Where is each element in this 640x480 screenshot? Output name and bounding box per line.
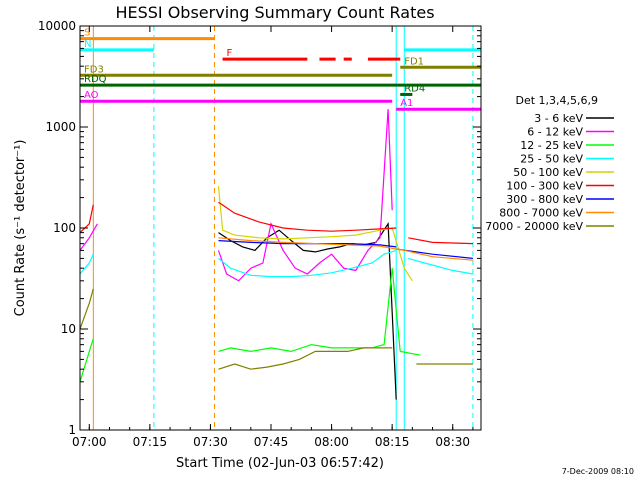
flag-label-fd1: FD1 — [404, 56, 424, 67]
legend-label-6-12-kev: 6 - 12 keV — [527, 126, 583, 139]
series-line-800-7000-kev — [218, 237, 473, 261]
series-lines — [79, 109, 474, 400]
legend-label-50-100-kev: 50 - 100 keV — [513, 166, 583, 179]
x-tick-label: 08:30 — [435, 435, 470, 449]
series-line-100-300-kev — [218, 201, 397, 232]
legend-label-12-25-kev: 12 - 25 keV — [520, 139, 583, 152]
series-line-3-6-kev — [218, 221, 397, 400]
series-line-50-100-kev — [217, 186, 413, 282]
legend-label-25-50-kev: 25 - 50 keV — [520, 153, 583, 166]
series-line-12-25-kev — [218, 268, 401, 353]
y-tick-label: 1000 — [45, 120, 76, 134]
y-tick-label: 10000 — [38, 19, 76, 33]
series-line-7000-20000-kev — [218, 347, 393, 370]
x-tick-label: 08:00 — [314, 435, 349, 449]
legend-label-300-800-kev: 300 - 800 keV — [506, 193, 583, 206]
series-line-6-12-kev — [79, 223, 98, 251]
x-axis-label: Start Time (02-Jun-03 06:57:42) — [176, 456, 384, 471]
series-line-25-50-kev — [218, 249, 397, 278]
series-line-25-50-kev — [79, 253, 94, 275]
series-line-100-300-kev — [79, 204, 94, 234]
x-tick-label: 08:15 — [375, 435, 410, 449]
y-tick-label: 1 — [68, 423, 76, 437]
chart-title: HESSI Observing Summary Count Rates — [115, 3, 434, 22]
flag-label-a1: A1 — [400, 98, 413, 109]
legend-label-100-300-kev: 100 - 300 keV — [506, 180, 583, 193]
flag-label-rdq: RDQ — [84, 74, 107, 85]
x-axis-ticks: 07:00 07:15 07:30 07:45 08:00 08:15 08:30 — [72, 26, 474, 449]
flag-label-n: N — [84, 39, 91, 50]
legend-label-800-7000-kev: 800 - 7000 keV — [499, 207, 583, 220]
flag-label-ao: AO — [84, 90, 99, 101]
flag-label-s: S — [84, 28, 90, 39]
flag-label-rd4: RD4 — [404, 83, 425, 94]
x-tick-label: 07:45 — [254, 435, 289, 449]
legend-label-7000-20000-kev: 7000 - 20000 keV — [485, 220, 583, 233]
y-axis-label: Count Rate (s⁻¹ detector⁻¹) — [13, 140, 28, 317]
legend-label-3-6-kev: 3 - 6 keV — [534, 112, 583, 125]
y-axis-ticks: 1 10 100 1000 10000 — [38, 19, 481, 437]
series-line-100-300-kev — [408, 237, 473, 245]
x-tick-label: 07:30 — [193, 435, 228, 449]
y-tick-label: 10 — [61, 322, 76, 336]
flag-label-f: F — [227, 48, 233, 59]
series-line-7000-20000-kev — [79, 288, 94, 330]
series-line-25-50-kev — [408, 257, 474, 275]
series-line-12-25-kev — [79, 338, 94, 382]
footer-date: 7-Dec-2009 08:10 — [562, 467, 634, 476]
series-line-12-25-kev — [400, 350, 421, 356]
y-tick-label: 100 — [53, 221, 76, 235]
flag-label-fd3: FD3 — [84, 64, 104, 75]
legend-title: Det 1,3,4,5,6,9 — [515, 94, 598, 107]
x-tick-label: 07:15 — [133, 435, 168, 449]
x-tick-label: 07:00 — [72, 435, 107, 449]
